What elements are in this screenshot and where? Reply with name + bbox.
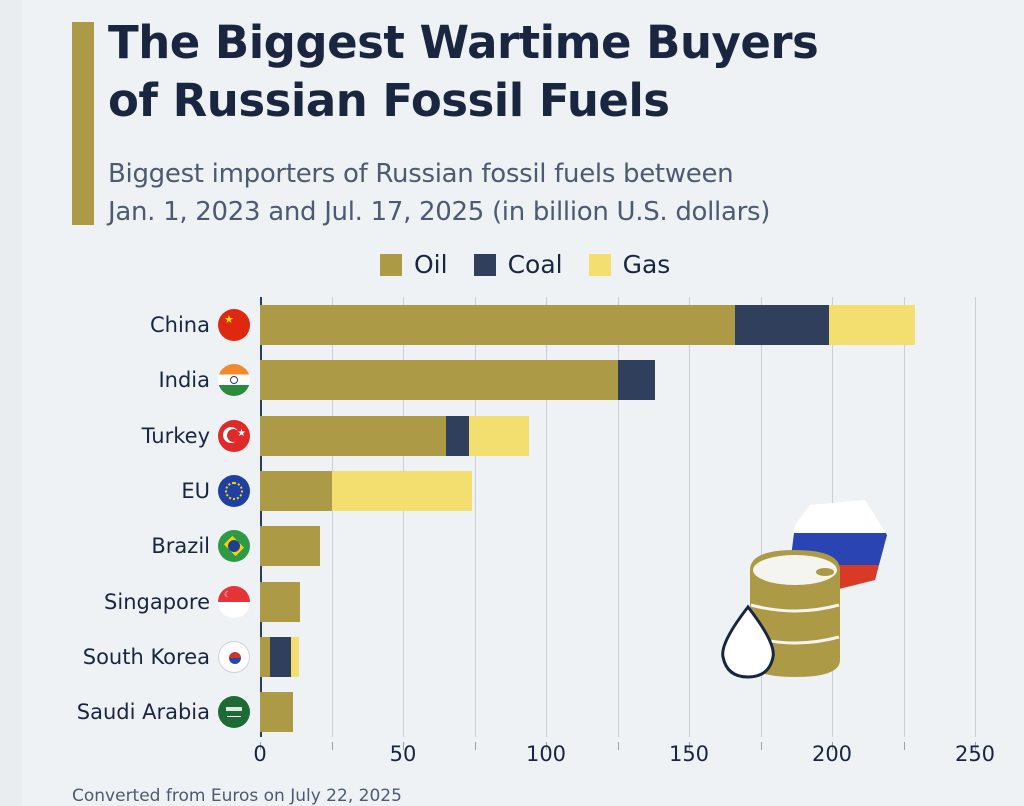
left-margin-strip bbox=[0, 0, 22, 806]
legend-item-oil: Oil bbox=[380, 250, 448, 279]
y-axis-line bbox=[260, 297, 262, 737]
x-axis-tick bbox=[474, 742, 476, 750]
gridline bbox=[546, 297, 547, 737]
bar-segment-oil bbox=[260, 415, 446, 456]
gridline bbox=[689, 297, 690, 737]
legend-swatch-oil bbox=[380, 253, 402, 276]
bar-segment-coal bbox=[270, 636, 292, 677]
category-label-singapore: Singapore ☾ bbox=[104, 582, 250, 622]
legend-label-oil: Oil bbox=[414, 250, 448, 279]
title-accent-bar bbox=[72, 22, 94, 225]
bar-row-singapore bbox=[260, 581, 301, 622]
source-note: Converted from Euros on July 22, 2025 bbox=[72, 786, 402, 806]
bar-segment-oil bbox=[260, 692, 293, 733]
category-name: Turkey bbox=[141, 423, 210, 448]
india-flag-icon bbox=[218, 364, 250, 397]
chart-legend: Oil Coal Gas bbox=[380, 250, 696, 279]
gridline bbox=[331, 297, 333, 737]
bar-segment-oil bbox=[260, 526, 321, 567]
china-flag-icon: ★ bbox=[218, 309, 250, 341]
x-axis-tick bbox=[331, 742, 333, 750]
chart-subtitle: Biggest importers of Russian fossil fuel… bbox=[108, 155, 770, 231]
bar-row-china bbox=[260, 305, 915, 345]
gridline bbox=[975, 297, 976, 737]
bar-segment-oil bbox=[260, 470, 332, 511]
eu-flag-icon bbox=[218, 474, 250, 507]
x-axis-tick-label: 200 bbox=[811, 742, 853, 766]
category-label-turkey: Turkey ★ bbox=[142, 416, 250, 456]
x-axis-tick bbox=[546, 742, 547, 750]
bar-row-eu bbox=[260, 470, 472, 511]
x-axis-tick-label: 250 bbox=[954, 742, 996, 766]
bar-row-turkey bbox=[260, 415, 529, 456]
gridline bbox=[903, 297, 905, 737]
gridline bbox=[617, 297, 619, 737]
plot-area bbox=[260, 297, 976, 737]
bar-segment-oil bbox=[260, 581, 301, 622]
category-label-saudi-arabia: Saudi Arabia bbox=[77, 692, 250, 732]
bar-row-brazil bbox=[260, 526, 321, 567]
x-axis-tick bbox=[260, 742, 261, 750]
saudi-arabia-flag-icon bbox=[218, 696, 250, 729]
legend-item-coal: Coal bbox=[473, 250, 563, 279]
bar-segment-coal bbox=[445, 415, 469, 456]
brazil-flag-icon bbox=[218, 530, 250, 563]
title-line-2: of Russian Fossil Fuels bbox=[108, 74, 670, 127]
bar-segment-gas bbox=[468, 415, 529, 456]
category-label-eu: EU bbox=[181, 471, 250, 511]
subtitle-line-2: Jan. 1, 2023 and Jul. 17, 2025 (in billi… bbox=[108, 197, 771, 227]
x-axis-tick bbox=[617, 742, 619, 750]
category-label-china: China ★ bbox=[150, 305, 250, 345]
gridline bbox=[474, 297, 476, 737]
bar-segment-gas bbox=[829, 305, 915, 345]
x-axis-tick bbox=[832, 742, 833, 750]
x-axis-tick bbox=[689, 742, 690, 750]
category-name: Brazil bbox=[151, 534, 210, 559]
category-name: China bbox=[150, 313, 210, 337]
bar-segment-oil bbox=[260, 636, 270, 677]
category-name: EU bbox=[181, 478, 210, 503]
bar-segment-gas bbox=[331, 470, 472, 511]
bar-segment-oil bbox=[260, 305, 735, 345]
bar-segment-coal bbox=[734, 305, 830, 345]
legend-label-gas: Gas bbox=[622, 250, 671, 279]
oil-drop-icon bbox=[721, 604, 775, 679]
bar-row-saudi-arabia bbox=[260, 692, 293, 733]
category-name: Singapore bbox=[104, 589, 210, 614]
subtitle-line-1: Biggest importers of Russian fossil fuel… bbox=[108, 159, 734, 189]
gridline bbox=[403, 297, 404, 737]
category-label-south-korea: South Korea bbox=[83, 637, 250, 677]
x-axis-tick bbox=[760, 742, 762, 750]
title-line-1: The Biggest Wartime Buyers bbox=[108, 16, 819, 69]
x-axis-tick bbox=[903, 742, 905, 750]
chart-title: The Biggest Wartime Buyers of Russian Fo… bbox=[108, 14, 819, 130]
legend-item-gas: Gas bbox=[588, 250, 671, 279]
south-korea-flag-icon bbox=[218, 640, 250, 673]
legend-swatch-gas bbox=[588, 253, 611, 276]
bar-segment-coal bbox=[617, 360, 655, 401]
category-name: India bbox=[158, 368, 210, 393]
x-axis-tick-label: 150 bbox=[668, 742, 710, 766]
bar-row-india bbox=[260, 360, 655, 401]
singapore-flag-icon: ☾ bbox=[218, 585, 250, 618]
x-axis-tick bbox=[403, 742, 404, 750]
category-label-brazil: Brazil bbox=[151, 526, 250, 566]
oil-barrel-illustration bbox=[721, 500, 887, 679]
bar-segment-oil bbox=[260, 360, 618, 401]
x-axis-tick-label: 0 bbox=[253, 742, 267, 766]
x-axis-tick-label: 100 bbox=[525, 742, 567, 766]
category-name: South Korea bbox=[82, 644, 210, 669]
bar-segment-gas bbox=[291, 636, 299, 677]
category-name: Saudi Arabia bbox=[76, 700, 210, 725]
bar-row-south-korea bbox=[260, 636, 299, 677]
legend-swatch-coal bbox=[473, 253, 496, 276]
legend-label-coal: Coal bbox=[507, 250, 563, 279]
category-label-india: India bbox=[158, 360, 250, 400]
x-axis-tick-label: 50 bbox=[389, 742, 417, 766]
gridline bbox=[760, 297, 762, 737]
turkey-flag-icon: ★ bbox=[218, 419, 250, 452]
x-axis-tick bbox=[975, 742, 976, 750]
